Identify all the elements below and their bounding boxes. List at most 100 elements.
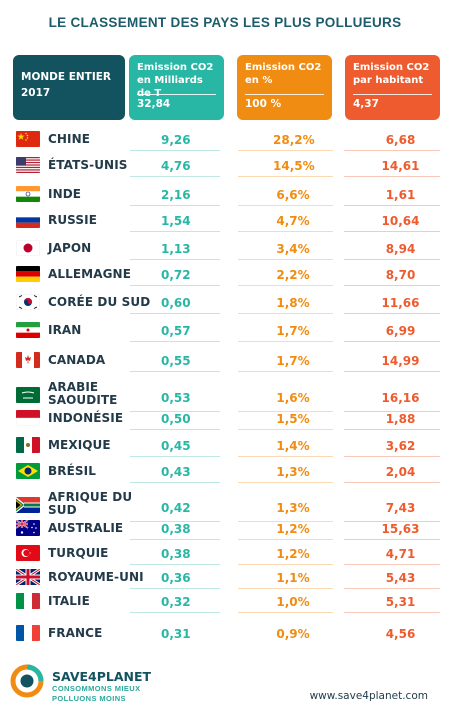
header-divider [137,94,216,95]
co2-tonnes-value: 0,60 [161,296,191,310]
row-divider [238,285,333,286]
co2-tonnes-value: 0,43 [161,465,191,479]
row-divider [130,411,220,412]
page-title: LE CLASSEMENT DES PAYS LES PLUS POLLUEUR… [48,15,402,30]
row-divider [238,231,333,232]
co2-tonnes-value: 2,16 [161,188,191,202]
brazil-flag-icon [16,463,40,479]
row-divider [238,588,333,589]
co2-per-capita-value: 16,16 [381,391,420,405]
co2-percent-value: 1,7% [276,324,310,338]
co2-percent-header-line2: en % [245,75,273,86]
country-name-line1: ARABIE [48,380,99,394]
row-divider [238,150,333,151]
co2-per-capita-value: 15,63 [381,522,420,536]
co2-tonnes-header: Emission CO2 en Milliards de T 32,84 [129,55,224,120]
row-divider [130,456,220,457]
row-divider [344,612,440,613]
country-name: JAPON [48,241,92,255]
row-divider [130,150,220,151]
row-divider [344,285,440,286]
co2-per-capita-value: 5,31 [385,595,416,609]
co2-per-capita-value: 8,70 [385,268,416,282]
brand-name: SAVE4PLANET [52,669,152,684]
row-divider [344,205,440,206]
row-divider [238,564,333,565]
row-divider [344,456,440,457]
co2-per-capita-value: 1,88 [385,412,416,426]
iran-flag-icon [16,322,40,338]
country-name-line2: SAOUDITE [48,393,118,407]
row-divider [344,521,440,522]
row-divider [344,429,440,430]
co2-per-capita-value: 10,64 [381,214,420,228]
co2-percent-value: 1,3% [276,465,310,479]
co2-percent-value: 1,5% [276,412,310,426]
co2-tonnes-header-line2: en Milliards de T [137,75,203,99]
row-divider [130,259,220,260]
co2-percent-value: 6,6% [276,188,310,202]
co2-per-capita-value: 6,99 [385,324,416,338]
country-name: TURQUIE [48,546,109,560]
co2-tonnes-value: 0,31 [161,627,191,641]
row-divider [130,539,220,540]
row-divider [238,176,333,177]
row-divider [238,482,333,483]
world-label: MONDE ENTIER [21,71,111,83]
co2-per-capita-value: 14,99 [381,354,420,368]
co2-per-capita-value: 14,61 [381,159,420,173]
co2-tonnes-value: 0,42 [161,501,191,515]
co2-tonnes-value: 1,13 [161,242,191,256]
co2-per-capita-header: Emission CO2 par habitant 4,37 [345,55,440,120]
row-divider [344,411,440,412]
world-total-header: MONDE ENTIER 2017 [13,55,125,120]
row-divider [130,205,220,206]
usa-flag-icon [16,157,40,173]
co2-per-capita-value: 2,04 [385,465,416,479]
co2-percent-header-line1: Emission CO2 [245,62,322,73]
country-name: ALLEMAGNE [48,267,131,281]
country-name: ÉTATS-UNIS [48,158,128,172]
country-name: AFRIQUE DU SUD [48,491,132,517]
italy-flag-icon [16,593,40,609]
co2-percent-value: 1,2% [276,547,310,561]
australia-flag-icon [16,520,40,536]
south-africa-flag-icon [16,497,40,513]
co2-tonnes-value: 1,54 [161,214,191,228]
row-divider [344,231,440,232]
co2-tonnes-total: 32,84 [137,98,171,110]
co2-percent-value: 0,9% [276,627,310,641]
country-name: FRANCE [48,626,103,640]
country-name: MEXIQUE [48,438,111,452]
co2-per-capita-value: 3,62 [385,439,416,453]
germany-flag-icon [16,266,40,282]
co2-percent-value: 28,2% [273,133,315,147]
co2-tonnes-header-line1: Emission CO2 [137,62,214,73]
co2-tonnes-value: 0,36 [161,571,191,585]
co2-percent-value: 1,8% [276,296,310,310]
france-flag-icon [16,625,40,641]
canada-flag-icon [16,352,40,368]
row-divider [238,313,333,314]
co2-percent-value: 1,6% [276,391,310,405]
row-divider [130,341,220,342]
co2-tonnes-value: 9,26 [161,133,191,147]
country-name: INDE [48,187,82,201]
row-divider [238,429,333,430]
co2-tonnes-value: 0,72 [161,268,191,282]
co2-per-capita-value: 4,71 [385,547,416,561]
co2-per-capita-value: 6,68 [385,133,416,147]
uk-flag-icon [16,569,40,585]
co2-tonnes-value: 0,32 [161,595,191,609]
row-divider [238,411,333,412]
row-divider [344,150,440,151]
country-name: IRAN [48,323,82,337]
row-divider [238,371,333,372]
co2-percent-value: 1,4% [276,439,310,453]
website-url[interactable]: www.save4planet.com [309,690,428,702]
co2-per-capita-header-line2: par habitant [353,75,424,86]
mexico-flag-icon [16,437,40,453]
row-divider [238,539,333,540]
co2-per-capita-value: 7,43 [385,501,416,515]
co2-percent-value: 2,2% [276,268,310,282]
